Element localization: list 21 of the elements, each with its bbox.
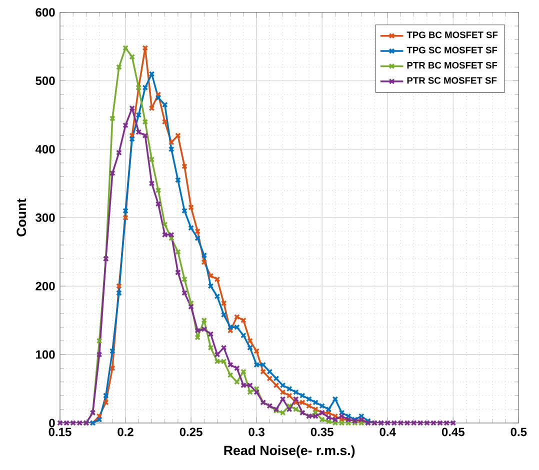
y-tick-label: 500	[36, 76, 55, 86]
x-tick-label: 0.45	[442, 428, 464, 436]
legend-label: TPG BC MOSFET SF	[406, 32, 498, 38]
y-tick-label: 300	[36, 213, 55, 222]
legend-label: PTR SC MOSFET SF	[407, 77, 497, 84]
y-tick-label: 400	[35, 144, 55, 154]
y-tick-label: 600	[36, 8, 55, 17]
x-tick-label: 0.15	[48, 428, 72, 436]
y-tick-label: 0	[49, 418, 55, 428]
x-tick-label: 0.5	[510, 428, 527, 436]
y-tick-label: 200	[36, 282, 55, 290]
x-tick-label: 0.25	[180, 428, 202, 436]
x-tick-label: 0.4	[380, 428, 396, 436]
legend-label: TPG SC MOSFET SF	[406, 46, 498, 54]
x-axis-title: Read Noise(e- r.m.s.)	[224, 445, 355, 458]
x-tick-label: 0.2	[118, 428, 134, 436]
x-tick-label: 0.3	[248, 428, 264, 436]
legend-label: PTR BC MOSFET SF	[407, 62, 498, 69]
x-tick-label: 0.35	[310, 428, 334, 436]
y-tick-label: 100	[36, 350, 55, 359]
y-axis-title: Count	[16, 198, 26, 236]
